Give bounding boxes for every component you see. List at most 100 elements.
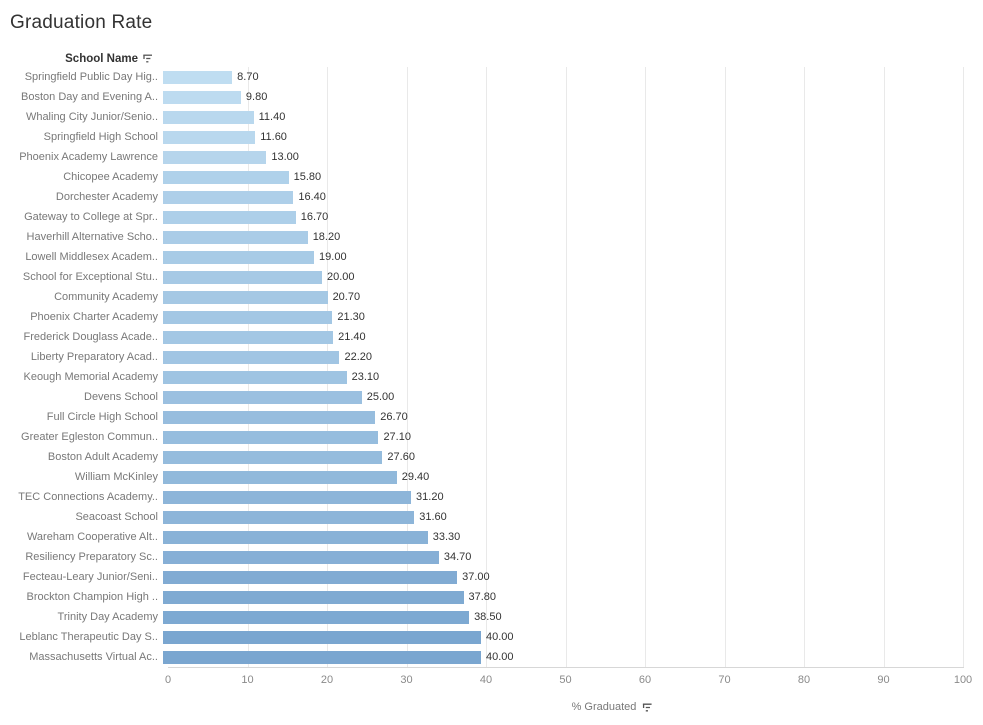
table-row: Liberty Preparatory Acad.. 22.20	[0, 347, 983, 367]
school-name-label[interactable]: Seacoast School	[75, 511, 158, 523]
bar-value-label: 16.40	[298, 191, 326, 203]
bar[interactable]	[163, 170, 289, 184]
school-name-label[interactable]: Frederick Douglass Acade..	[23, 331, 158, 343]
school-name-label[interactable]: Resiliency Preparatory Sc..	[25, 551, 158, 563]
bar[interactable]	[163, 410, 376, 424]
table-row: Lowell Middlesex Academ.. 19.00	[0, 247, 983, 267]
school-name-label[interactable]: Brockton Champion High ..	[26, 591, 158, 603]
bar[interactable]	[163, 570, 458, 584]
school-name-label[interactable]: Keough Memorial Academy	[23, 371, 158, 383]
bar[interactable]	[163, 630, 481, 644]
bar-value-label: 25.00	[366, 391, 395, 403]
bar[interactable]	[163, 430, 379, 444]
school-name-label[interactable]: Phoenix Academy Lawrence	[19, 151, 158, 163]
bar[interactable]	[163, 390, 362, 404]
bar-track: 16.40	[163, 187, 983, 207]
bar[interactable]	[163, 370, 347, 384]
bar-rows: Springfield Public Day Hig.. 8.70 Boston D…	[0, 67, 983, 667]
bar[interactable]	[163, 130, 256, 144]
bar[interactable]	[163, 350, 340, 364]
school-name-label[interactable]: Haverhill Alternative Scho..	[26, 231, 158, 243]
table-row: Seacoast School 31.60	[0, 507, 983, 527]
plot-gridlines	[0, 67, 983, 667]
x-axis-ticks: 0 10 20 30 40 50 60 70 80 90 100	[0, 674, 983, 688]
bar-value-label: 21.30	[337, 311, 365, 323]
school-name-label[interactable]: Boston Adult Academy	[47, 451, 158, 463]
bar-track: 21.30	[163, 307, 983, 327]
bar[interactable]	[163, 290, 328, 304]
bar[interactable]	[163, 650, 481, 664]
bar-value-label: 23.10	[351, 371, 380, 383]
bar-value-label: 40.00	[486, 651, 514, 663]
school-name-label[interactable]: Whaling City Junior/Senio..	[25, 111, 158, 123]
bar[interactable]	[163, 450, 383, 464]
school-name-label[interactable]: William McKinley	[74, 471, 158, 483]
x-axis-title[interactable]: % Graduated	[572, 701, 653, 713]
school-name-label[interactable]: School for Exceptional Stu..	[22, 271, 158, 283]
school-name-label[interactable]: Springfield Public Day Hig..	[24, 71, 158, 83]
bar[interactable]	[163, 490, 412, 504]
table-row: William McKinley 29.40	[0, 467, 983, 487]
school-name-label[interactable]: Phoenix Charter Academy	[30, 311, 158, 323]
school-name-label[interactable]: Greater Egleston Commun..	[21, 431, 158, 443]
bar[interactable]	[163, 230, 308, 244]
school-name-label[interactable]: Chicopee Academy	[63, 171, 158, 183]
school-name-label[interactable]: Wareham Cooperative Alt..	[26, 531, 158, 543]
bar-track: 31.20	[163, 487, 983, 507]
bar[interactable]	[163, 330, 334, 344]
bar[interactable]	[163, 530, 428, 544]
chart-title: Graduation Rate	[10, 12, 153, 33]
bar-track: 31.60	[163, 507, 983, 527]
table-row: Chicopee Academy 15.80	[0, 167, 983, 187]
table-row: Phoenix Academy Lawrence 13.00	[0, 147, 983, 167]
bar[interactable]	[163, 250, 315, 264]
school-name-label[interactable]: Springfield High School	[43, 131, 158, 143]
school-name-label[interactable]: Liberty Preparatory Acad..	[30, 351, 158, 363]
school-name-label[interactable]: Community Academy	[54, 291, 158, 303]
bar[interactable]	[163, 70, 233, 84]
x-tick-label: 100	[953, 674, 973, 686]
bar-value-label: 27.60	[387, 451, 415, 463]
bar[interactable]	[163, 470, 397, 484]
bar[interactable]	[163, 590, 464, 604]
row-header-school-name[interactable]: School Name	[0, 50, 163, 67]
school-name-label[interactable]: Full Circle High School	[46, 411, 158, 423]
bar[interactable]	[163, 110, 254, 124]
bar-track: 38.50	[163, 607, 983, 627]
bar[interactable]	[163, 150, 267, 164]
table-row: Resiliency Preparatory Sc.. 34.70	[0, 547, 983, 567]
bar[interactable]	[163, 270, 322, 284]
bar-track: 20.70	[163, 287, 983, 307]
sort-descending-icon[interactable]	[641, 702, 652, 713]
bar[interactable]	[163, 210, 296, 224]
bar-track: 19.00	[163, 247, 983, 267]
school-name-label[interactable]: Trinity Day Academy	[57, 611, 158, 623]
school-name-label[interactable]: Gateway to College at Spr..	[24, 211, 158, 223]
bar[interactable]	[163, 510, 415, 524]
bar-track: 22.20	[163, 347, 983, 367]
bar[interactable]	[163, 90, 241, 104]
bar-value-label: 20.70	[332, 291, 361, 303]
school-name-label[interactable]: Dorchester Academy	[55, 191, 158, 203]
school-name-label[interactable]: Fecteau-Leary Junior/Seni..	[22, 571, 158, 583]
row-header-label: School Name	[65, 52, 138, 65]
school-name-label[interactable]: Boston Day and Evening A..	[21, 91, 158, 103]
gridline	[327, 67, 328, 667]
bar[interactable]	[163, 610, 470, 624]
school-name-label[interactable]: Devens School	[84, 391, 158, 403]
bar[interactable]	[163, 190, 294, 204]
gridline	[724, 67, 726, 667]
school-name-label[interactable]: Leblanc Therapeutic Day S..	[19, 631, 158, 643]
bar-value-label: 38.50	[474, 611, 502, 623]
x-axis-line	[168, 667, 964, 668]
bar-value-label: 13.00	[271, 151, 299, 163]
x-tick-label: 80	[797, 674, 811, 686]
bar-track: 34.70	[163, 547, 983, 567]
school-name-label[interactable]: Massachusetts Virtual Ac..	[29, 651, 158, 663]
school-name-label[interactable]: TEC Connections Academy..	[18, 491, 158, 503]
x-tick-label: 0	[164, 674, 172, 686]
school-name-label[interactable]: Lowell Middlesex Academ..	[25, 251, 158, 263]
bar[interactable]	[163, 550, 439, 564]
sort-descending-icon[interactable]	[142, 53, 153, 64]
bar[interactable]	[163, 310, 333, 324]
